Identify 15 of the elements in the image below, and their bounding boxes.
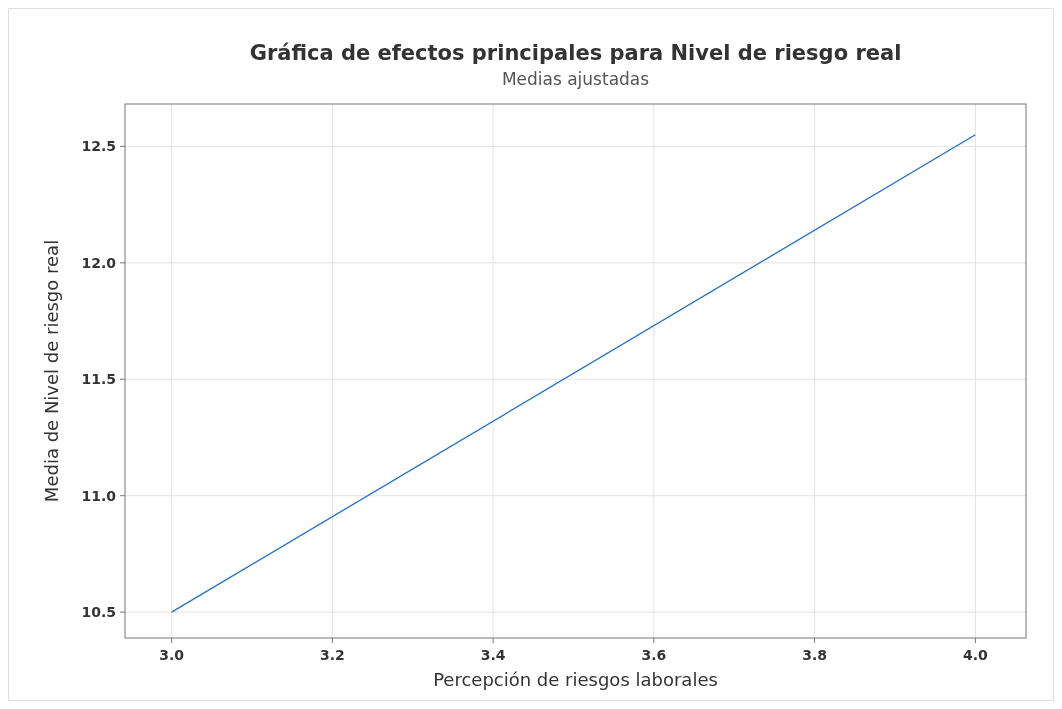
x-axis-title: Percepción de riesgos laborales — [433, 669, 718, 690]
x-tick-label: 3.6 — [641, 647, 667, 663]
x-tick-label: 4.0 — [962, 647, 989, 663]
y-tick-label: 11.0 — [81, 487, 117, 504]
x-tick-label: 3.2 — [319, 647, 345, 663]
x-tick-label: 3.4 — [480, 647, 506, 663]
x-tick-label: 3.8 — [802, 647, 828, 663]
y-tick-label: 10.5 — [81, 604, 116, 621]
y-tick-label: 12.0 — [81, 254, 117, 271]
x-tick-label: 3.0 — [159, 647, 185, 663]
chart-subtitle: Medias ajustadas — [501, 69, 650, 89]
y-tick-label: 11.5 — [81, 371, 116, 388]
y-tick-label: 12.5 — [81, 138, 116, 155]
chart-title: Gráfica de efectos principales para Nivel de riesgo real — [249, 41, 902, 65]
y-axis-title: Media de Nivel de riesgo real — [41, 239, 62, 503]
